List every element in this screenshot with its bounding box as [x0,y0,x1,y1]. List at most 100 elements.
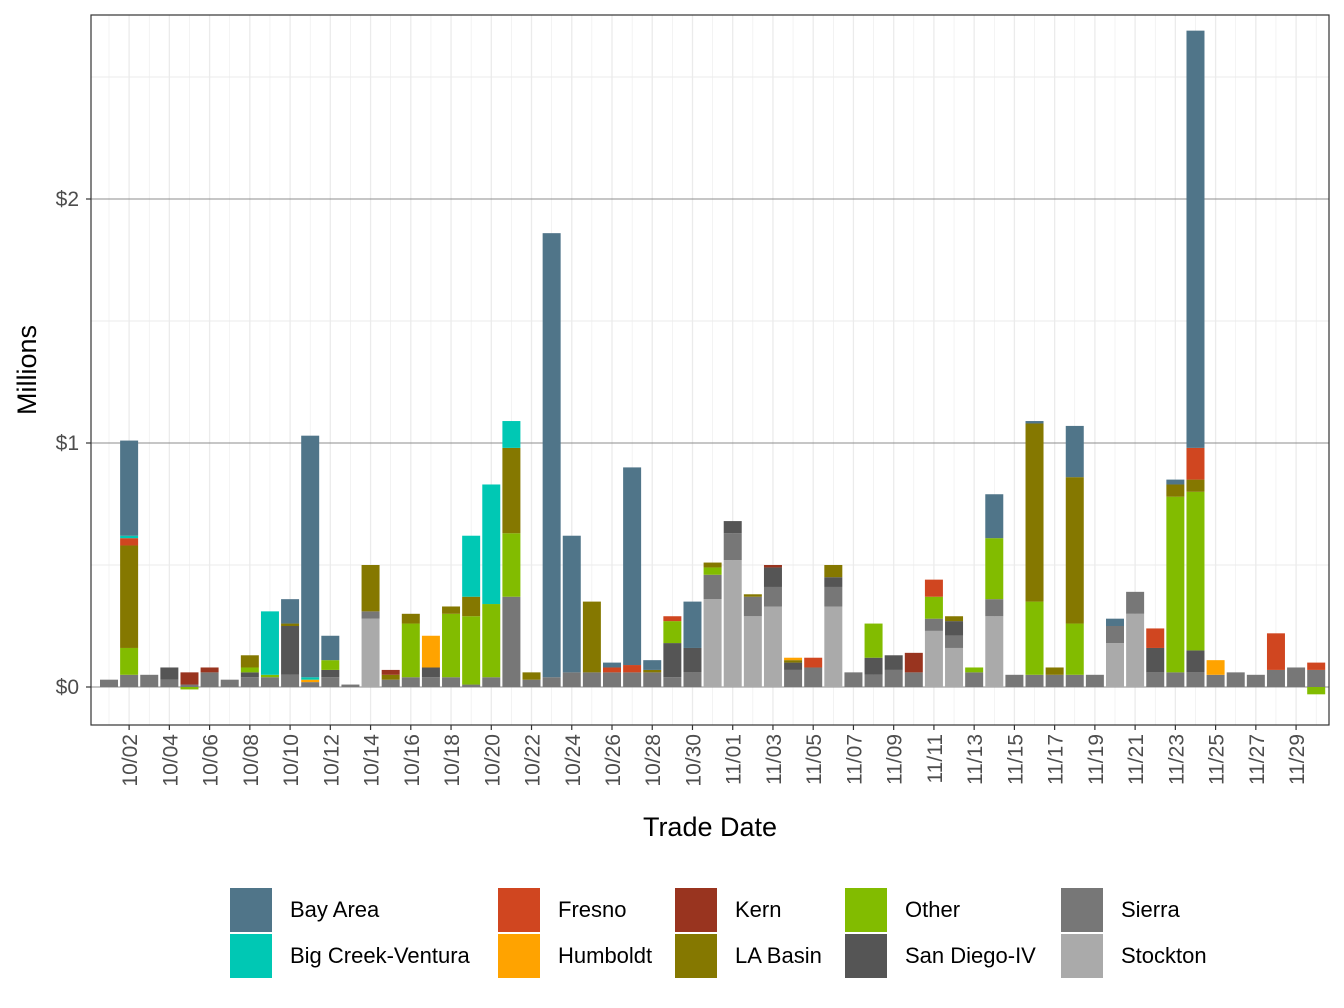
bar-segment [120,535,139,539]
bar-segment [462,596,481,617]
bar-segment [361,618,380,687]
bar-segment [603,667,621,673]
x-tick-label: 10/10 [280,734,303,787]
bar-segment [945,616,964,622]
bar-segment [1266,633,1285,670]
bar-segment [1085,674,1104,687]
bar-segment [784,669,803,687]
bar-segment [421,677,440,687]
bar-segment [442,606,461,614]
bar-segment [663,643,682,678]
bar-segment [421,667,440,678]
bar-segment [763,567,782,587]
bar-segment [723,560,742,687]
bar-segment [240,667,259,673]
bar-segment [743,594,762,597]
bar-segment [985,616,1004,687]
bar-segment [784,662,803,670]
bar-segment [965,672,984,687]
legend-item: Bay Area [230,888,379,932]
bar-segment [1246,674,1265,687]
bar-segment [924,618,943,631]
legend-item: Humboldt [498,934,652,978]
legend-item: Other [845,888,960,932]
bar-segment [1065,674,1084,687]
x-tick-label: 10/02 [119,734,142,787]
x-tick-label: 10/20 [481,734,504,787]
bar-segment [140,674,159,687]
bar-segment [603,672,621,687]
bar-segment [220,679,239,687]
bar-segment [281,626,300,675]
x-tick-label: 11/29 [1286,734,1309,785]
bar-segment [401,677,420,687]
bars-layer [100,30,1326,695]
bar-segment [240,677,259,687]
bar-segment [421,635,440,668]
bar-segment [260,674,279,678]
x-tick-label: 10/12 [320,734,343,787]
bar-segment [985,494,1004,539]
x-tick-label: 10/08 [240,734,263,787]
bar-segment [683,601,702,648]
x-tick-label: 10/24 [562,734,585,787]
legend-swatch [675,888,717,932]
bar-segment [1025,421,1044,424]
legend-label: LA Basin [735,943,822,968]
bar-segment [1146,628,1165,648]
bar-segment [180,672,199,685]
bar-segment [1307,687,1326,695]
bar-segment [945,621,964,636]
bar-segment [1146,672,1165,687]
bar-segment [281,674,300,687]
bar-segment [1166,672,1185,687]
bar-segment [683,672,702,687]
bar-segment [502,421,521,448]
bar-segment [1186,650,1205,673]
bar-segment [1206,674,1225,687]
bar-segment [120,674,139,687]
x-tick-label: 11/19 [1085,734,1108,785]
legend-swatch [675,934,717,978]
bar-segment [100,679,118,687]
legend-swatch [230,888,272,932]
y-tick-label: $0 [56,676,79,699]
bar-segment [462,684,481,687]
legend-swatch [498,888,540,932]
bar-segment [361,565,380,612]
bar-segment [1045,667,1064,675]
bar-segment [824,565,843,578]
bar-segment [884,655,903,670]
bar-segment [1186,447,1205,480]
bar-segment [582,672,601,687]
bar-segment [1166,484,1185,497]
bar-segment [945,635,964,648]
bar-segment [623,672,642,687]
bar-segment [502,447,521,534]
bar-segment [743,616,762,687]
bar-segment [763,586,782,607]
y-tick-label: $2 [56,188,79,211]
legend-item: LA Basin [675,934,822,978]
bar-segment [703,567,722,575]
bar-segment [381,679,400,687]
legend-label: Fresno [558,897,627,922]
bar-segment [482,677,501,687]
bar-segment [1025,601,1044,675]
x-tick-label: 11/03 [763,734,786,785]
bar-segment [884,669,903,687]
x-tick-label: 10/18 [441,734,464,787]
bar-segment [260,611,279,675]
bar-segment [562,535,581,673]
bar-segment [864,623,883,658]
legend-item: Sierra [1061,888,1180,932]
x-tick-label: 10/04 [159,734,182,787]
bar-segment [1186,479,1205,492]
bar-segment [1106,643,1124,687]
bar-segment [703,562,722,568]
bar-segment [381,674,400,680]
x-tick-label: 11/27 [1246,734,1269,785]
bar-segment [180,684,199,687]
bar-segment [985,538,1004,600]
bar-segment [1206,660,1225,675]
